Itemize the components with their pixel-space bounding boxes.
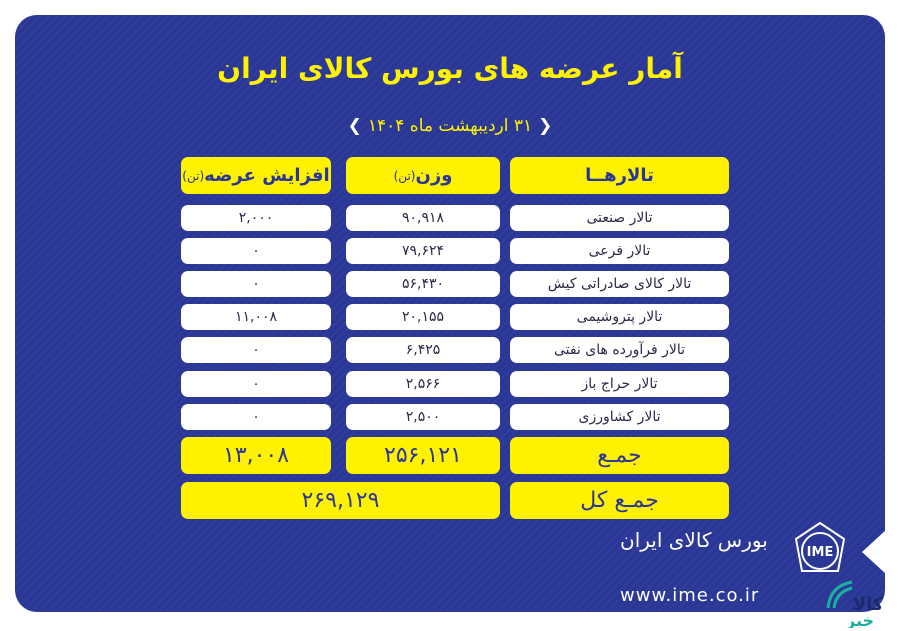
- table-cell-hall: تالار کالای صادراتی کیش: [510, 271, 729, 298]
- bracket-left-icon: ❯: [347, 116, 362, 136]
- sum-label: جمـع: [510, 437, 729, 474]
- table-cell-increase: ۱۱,۰۰۸: [181, 304, 331, 331]
- table-cell-increase: ۲,۰۰۰: [181, 205, 331, 231]
- header-increase-unit: (تن): [182, 168, 205, 183]
- sum-increase: ۱۳,۰۰۸: [181, 437, 331, 474]
- header-weight-unit: (تن): [393, 168, 416, 183]
- table-cell-weight: ۷۹,۶۲۴: [346, 238, 500, 265]
- header-hall: تالارهــا: [510, 157, 729, 194]
- grand-total-value: ۲۶۹,۱۲۹: [181, 482, 500, 519]
- svg-text:کالا: کالا: [853, 594, 884, 615]
- table-cell-hall: تالار کشاورزی: [510, 403, 729, 430]
- table-cell-weight: ۹۰,۹۱۸: [346, 205, 500, 231]
- table-cell-increase: ۰: [181, 403, 331, 430]
- table-cell-hall: تالار فرعی: [510, 238, 729, 265]
- table-cell-hall: تالار صنعتی: [510, 205, 729, 231]
- table-cell-weight: ۶,۴۲۵: [346, 337, 500, 364]
- website-link[interactable]: www.ime.co.ir: [620, 585, 760, 606]
- table-cell-hall: تالار پتروشیمی: [510, 304, 729, 331]
- table-cell-weight: ۵۶,۴۳۰: [346, 271, 500, 298]
- header-weight-label: وزن: [415, 165, 453, 186]
- table-cell-weight: ۲,۵۶۶: [346, 370, 500, 397]
- header-weight: وزن (تن): [346, 157, 500, 194]
- header-hall-label: تالارهــا: [585, 165, 654, 186]
- table-cell-increase: ۰: [181, 271, 331, 298]
- table-cell-hall: تالار فرآورده های نفتی: [510, 337, 729, 364]
- bracket-right-icon: ❮: [538, 116, 553, 136]
- ime-logo-icon: IME: [794, 521, 846, 572]
- header-increase-label: افزایش عرضه: [204, 165, 330, 186]
- date-line: ❮۳۱ اردیبهشت ماه ۱۴۰۴❯: [0, 116, 900, 136]
- svg-text:خبر: خبر: [845, 611, 874, 628]
- table-cell-hall: تالار حراج باز: [510, 370, 729, 397]
- brand-name: بورس کالای ایران: [620, 528, 768, 552]
- page-title: آمار عرضه های بورس کالای ایران: [217, 52, 683, 85]
- table-cell-increase: ۰: [181, 370, 331, 397]
- card-notch: [862, 530, 886, 574]
- table-cell-increase: ۰: [181, 238, 331, 265]
- table-cell-increase: ۰: [181, 337, 331, 364]
- kala-khabar-watermark-icon: کالا خبر: [826, 580, 884, 628]
- header-increase: افزایش عرضه (تن): [181, 157, 331, 194]
- grand-total-label: جمـع کل: [510, 482, 729, 519]
- sum-weight: ۲۵۶,۱۲۱: [346, 437, 500, 474]
- date-text: ۳۱ اردیبهشت ماه ۱۴۰۴: [367, 116, 533, 136]
- table-cell-weight: ۲۰,۱۵۵: [346, 304, 500, 331]
- logo-text: IME: [807, 545, 834, 560]
- table-cell-weight: ۲,۵۰۰: [346, 403, 500, 430]
